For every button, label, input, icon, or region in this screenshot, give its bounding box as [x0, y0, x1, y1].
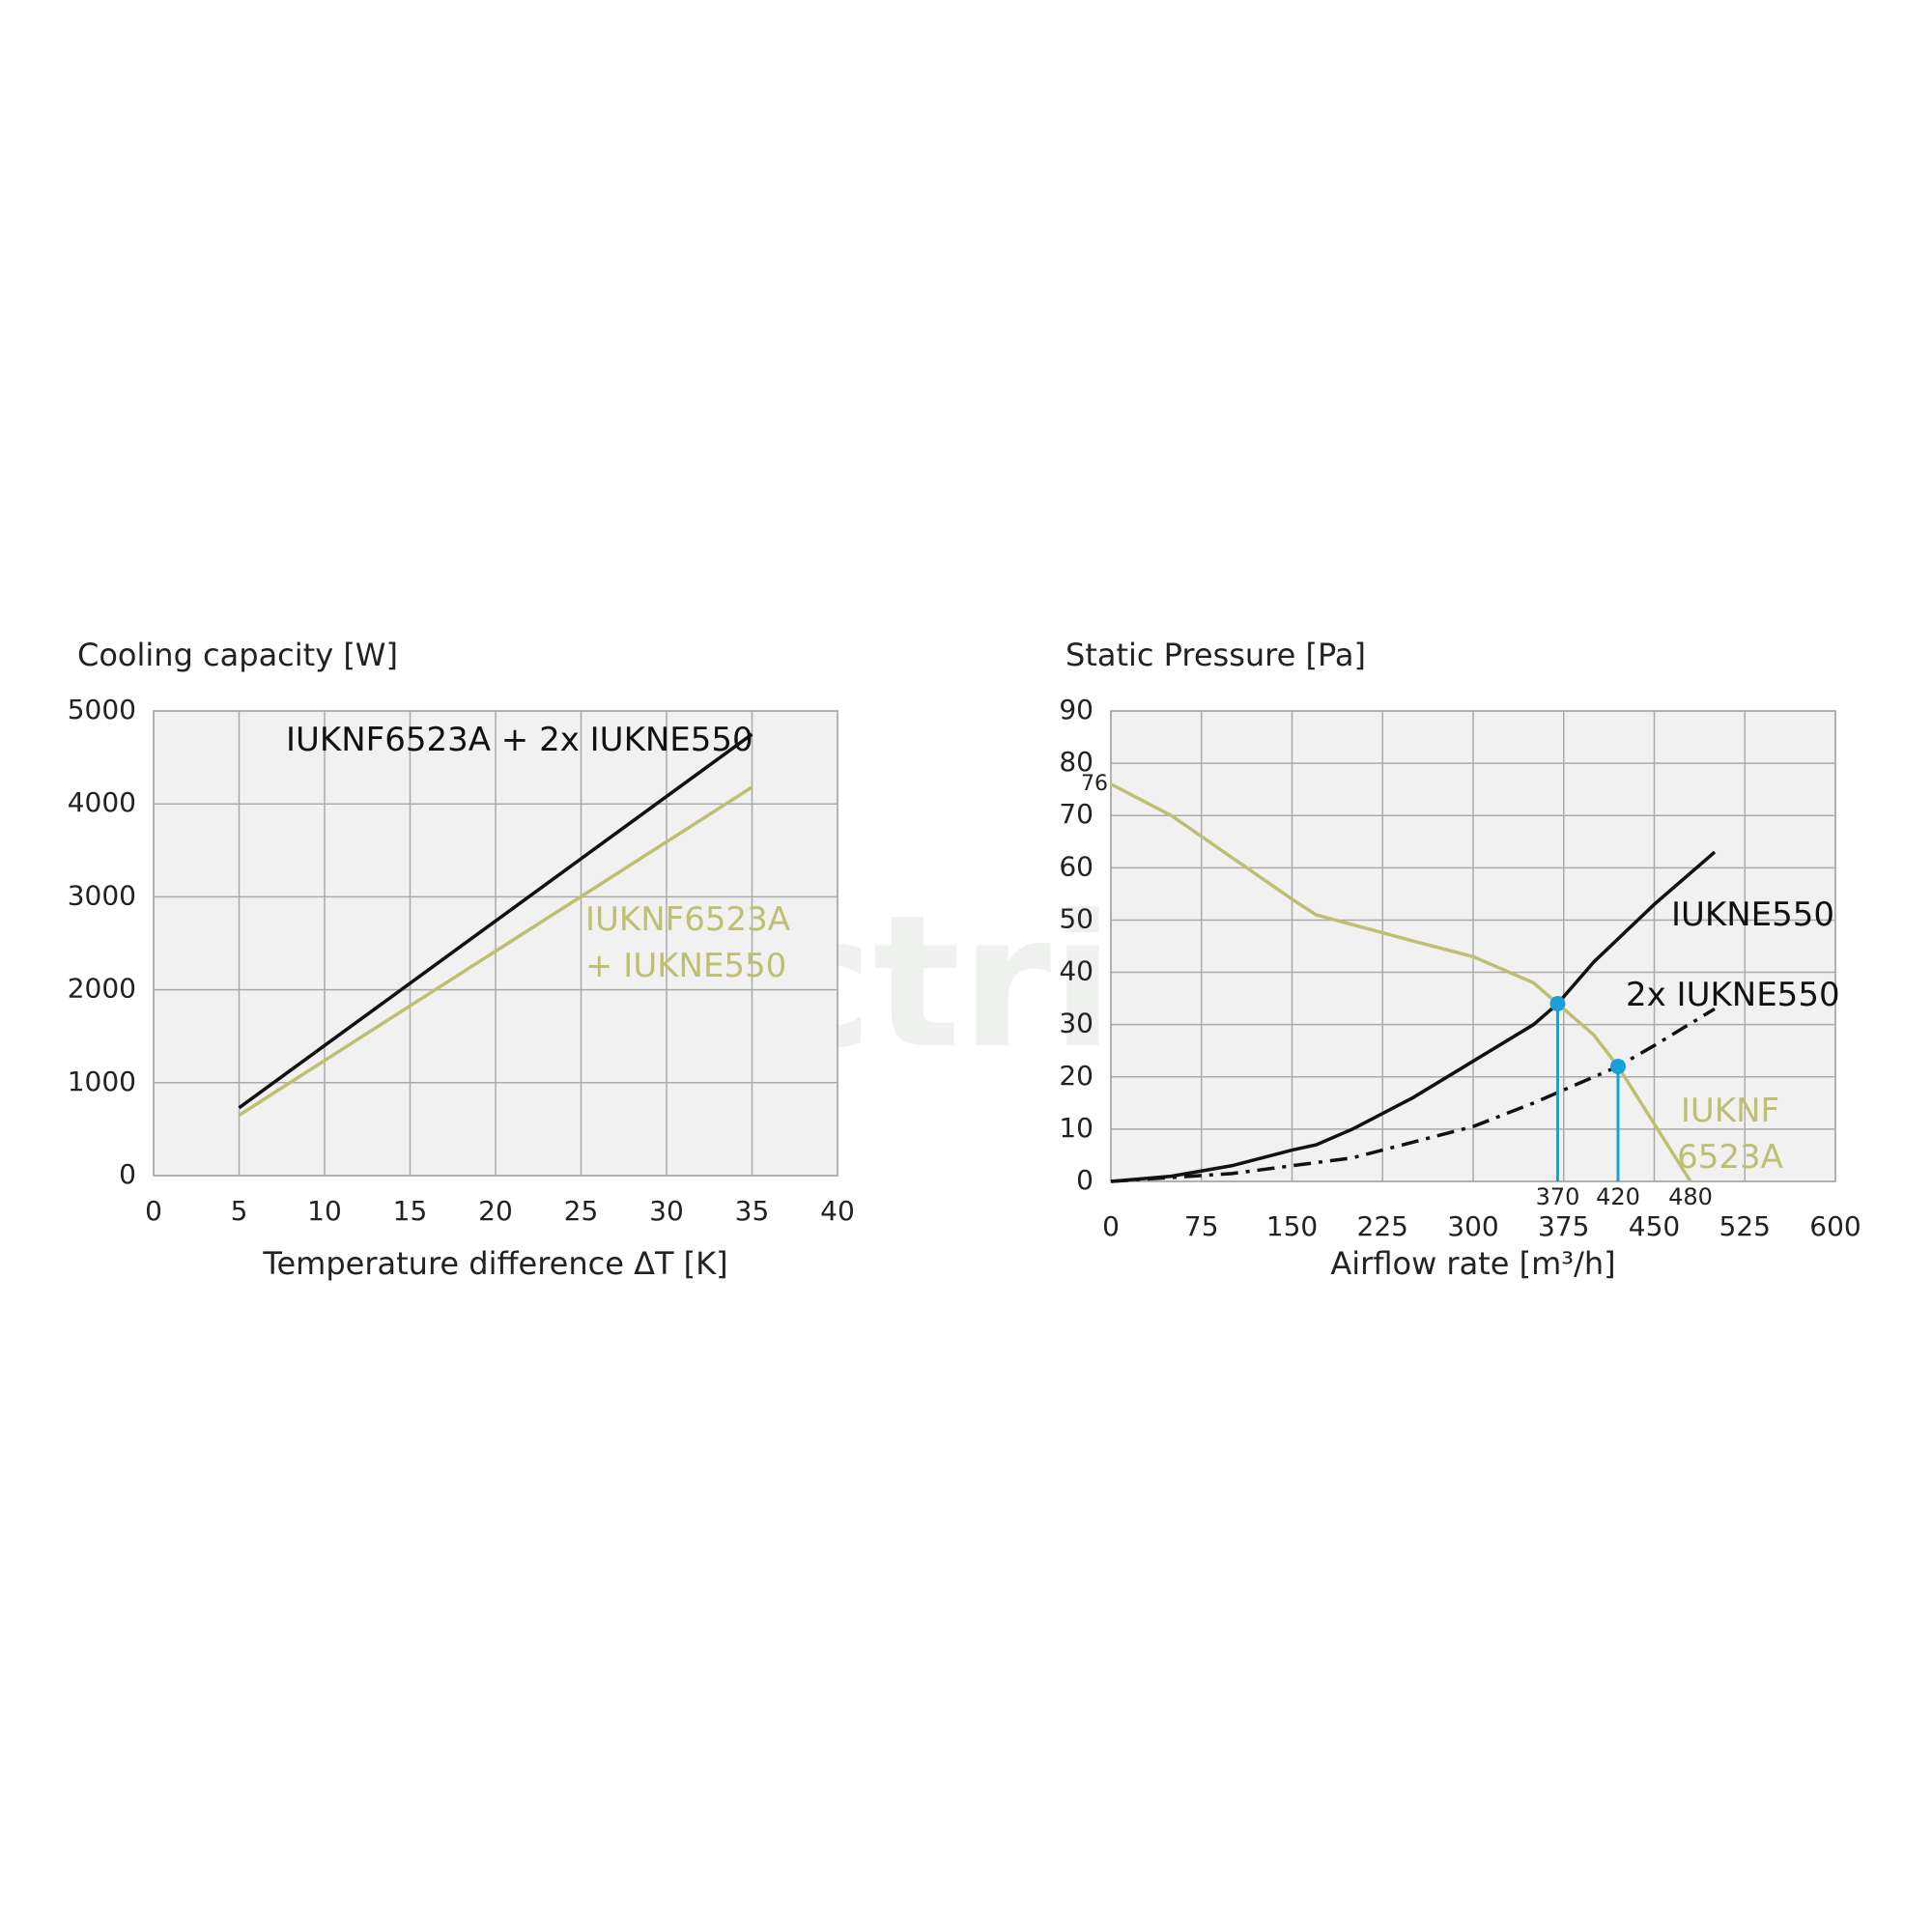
operating-point: [1549, 996, 1566, 1012]
x-tick-label: 525: [1719, 1210, 1771, 1242]
x-tick-label: 600: [1809, 1210, 1861, 1242]
x-tick-label: 40: [820, 1195, 855, 1227]
x-tick-label: 150: [1266, 1210, 1318, 1242]
y-tick-label: 40: [1059, 955, 1094, 987]
x-tick-label: 10: [307, 1195, 342, 1227]
x-tick-label: 450: [1629, 1210, 1680, 1242]
data-line: [238, 785, 753, 1117]
series-label: 2x IUKNE550: [1626, 976, 1840, 1014]
x-annotation: 420: [1596, 1183, 1640, 1210]
y-tick-label: 60: [1059, 850, 1094, 882]
y-tick-label: 3000: [68, 879, 136, 911]
y-tick-label: 20: [1059, 1060, 1094, 1092]
data-line: [1110, 850, 1717, 1183]
chart-title: Cooling capacity [W]: [77, 637, 398, 673]
x-annotation: 480: [1668, 1183, 1713, 1210]
y-tick-label: 1000: [68, 1065, 136, 1097]
x-axis-label: Airflow rate [m³/h]: [1330, 1245, 1615, 1282]
x-tick-label: 30: [649, 1195, 684, 1227]
y-tick-label: 70: [1059, 798, 1094, 830]
x-tick-label: 0: [145, 1195, 162, 1227]
operating-point: [1610, 1058, 1626, 1074]
x-tick-label: 75: [1184, 1210, 1219, 1242]
y-tick-label: 80: [1059, 746, 1094, 778]
x-tick-label: 5: [231, 1195, 248, 1227]
x-tick-label: 375: [1538, 1210, 1589, 1242]
x-tick-label: 0: [1102, 1210, 1120, 1242]
x-axis-label: Temperature difference ΔT [K]: [262, 1245, 727, 1282]
x-tick-label: 20: [478, 1195, 513, 1227]
series-label: IUKNF6523A + 2x IUKNE550: [286, 721, 753, 759]
y-tick-label: 5000: [68, 694, 136, 725]
chart-title: Static Pressure [Pa]: [1065, 637, 1366, 673]
series-label: IUKNE550: [1671, 895, 1835, 934]
data-line: [238, 732, 753, 1110]
y-tick-label: 0: [1076, 1164, 1094, 1196]
y-annotation: 76: [1081, 772, 1108, 796]
data-line: [1110, 1007, 1716, 1183]
y-tick-label: 30: [1059, 1008, 1094, 1039]
y-tick-label: 90: [1059, 694, 1094, 725]
y-tick-label: 10: [1059, 1112, 1094, 1144]
x-tick-label: 35: [735, 1195, 770, 1227]
y-tick-label: 4000: [68, 786, 136, 818]
series-label: IUKNF 6523A: [1677, 1092, 1783, 1177]
x-annotation: 370: [1536, 1183, 1580, 1210]
x-tick-label: 225: [1357, 1210, 1408, 1242]
x-tick-label: 300: [1447, 1210, 1498, 1242]
x-tick-label: 15: [393, 1195, 428, 1227]
series-label: IUKNF6523A + IUKNE550: [585, 900, 790, 985]
y-tick-label: 0: [119, 1158, 136, 1190]
y-tick-label: 50: [1059, 902, 1094, 934]
x-tick-label: 25: [564, 1195, 599, 1227]
y-tick-label: 2000: [68, 973, 136, 1005]
